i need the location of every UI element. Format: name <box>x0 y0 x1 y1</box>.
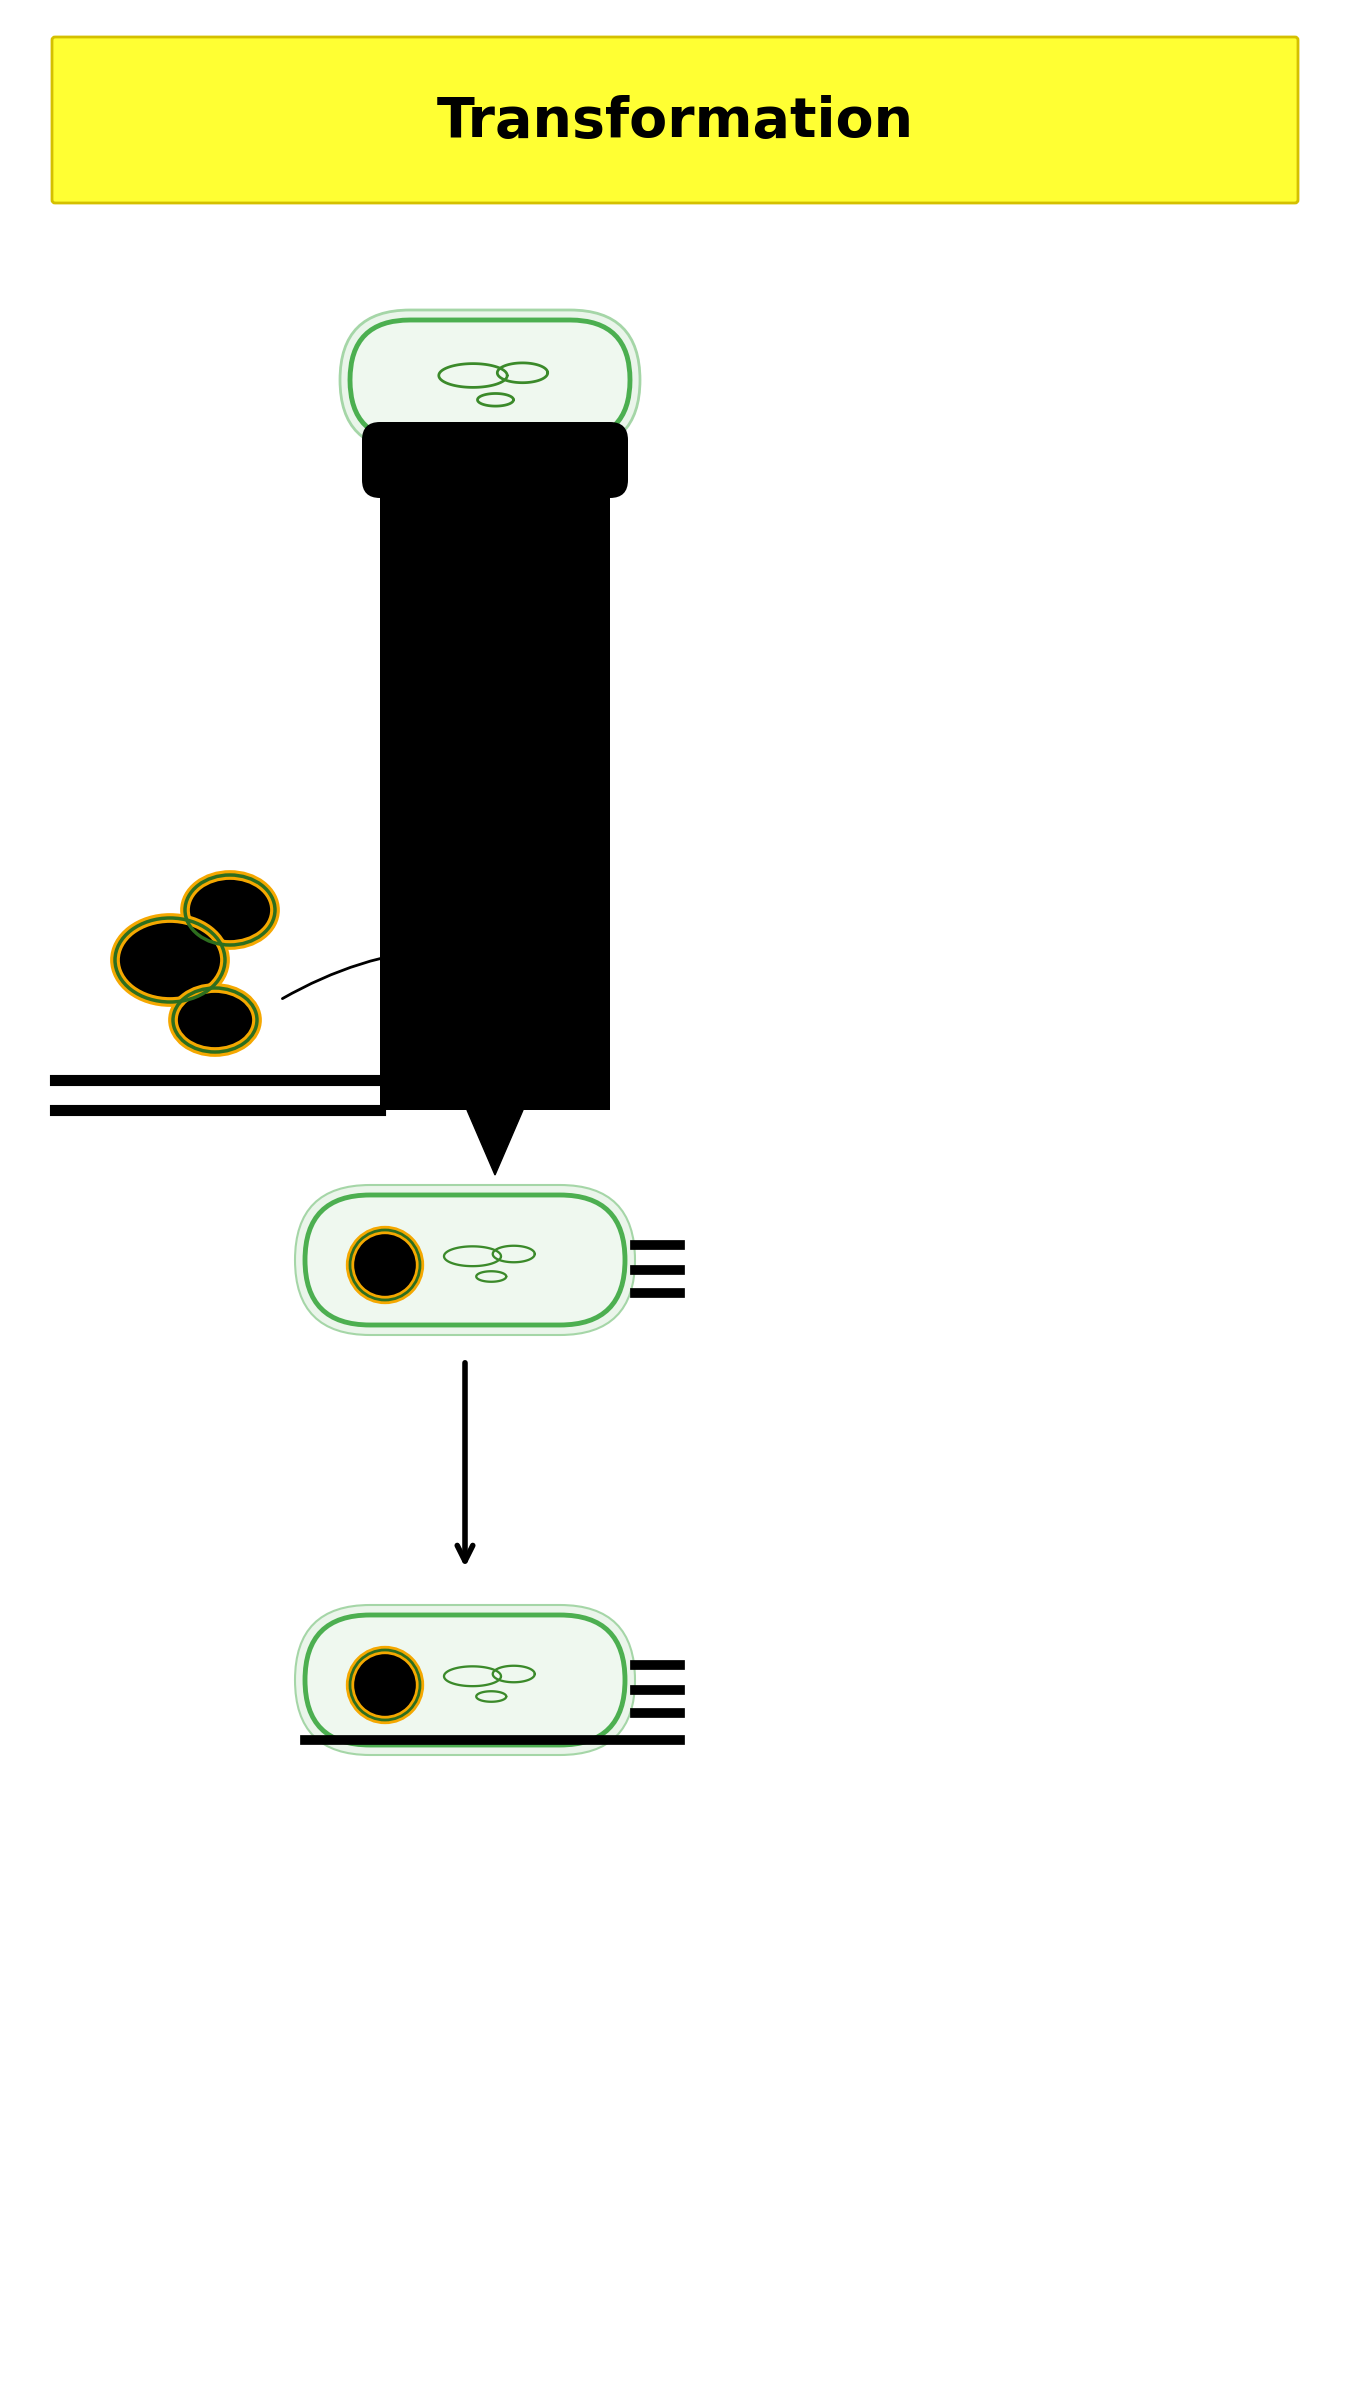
FancyBboxPatch shape <box>296 1186 634 1334</box>
FancyBboxPatch shape <box>53 36 1297 204</box>
Ellipse shape <box>115 917 225 1003</box>
Polygon shape <box>467 1109 522 1176</box>
Ellipse shape <box>185 876 275 946</box>
Bar <box>379 461 610 1109</box>
Ellipse shape <box>350 1651 420 1721</box>
FancyBboxPatch shape <box>305 1615 625 1745</box>
Ellipse shape <box>173 989 256 1051</box>
FancyBboxPatch shape <box>296 1606 634 1754</box>
Ellipse shape <box>350 1229 420 1301</box>
FancyBboxPatch shape <box>350 319 630 439</box>
FancyBboxPatch shape <box>305 1195 625 1325</box>
FancyBboxPatch shape <box>340 310 640 451</box>
FancyBboxPatch shape <box>362 422 628 497</box>
Text: Transformation: Transformation <box>436 96 914 149</box>
